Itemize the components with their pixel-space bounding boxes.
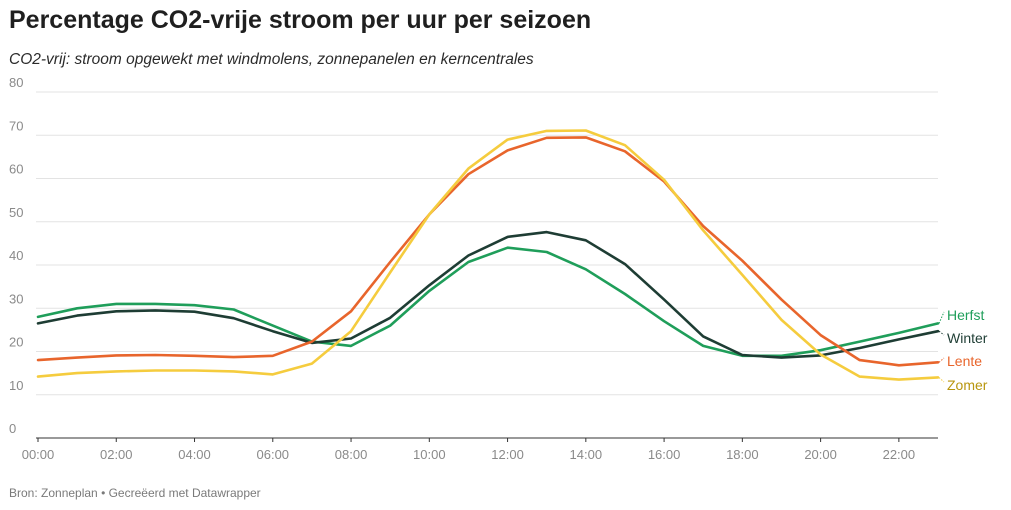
series-label-connector <box>938 357 945 363</box>
series-label-connector <box>938 330 945 336</box>
series-label-zomer: Zomer <box>947 377 988 393</box>
series-label-connector <box>938 377 945 383</box>
y-tick-label: 60 <box>9 162 23 177</box>
series-line-herfst <box>36 246 940 358</box>
x-tick-label: 06:00 <box>257 447 290 462</box>
series-line-zomer <box>36 129 940 381</box>
x-tick-label: 18:00 <box>726 447 759 462</box>
series-label-herfst: Herfst <box>947 307 984 323</box>
x-tick-label: 22:00 <box>883 447 916 462</box>
y-tick-label: 80 <box>9 75 23 90</box>
x-tick-label: 02:00 <box>100 447 133 462</box>
series-label-winter: Winter <box>947 330 988 346</box>
x-tick-label: 16:00 <box>648 447 681 462</box>
x-tick-label: 08:00 <box>335 447 368 462</box>
x-tick-label: 00:00 <box>22 447 55 462</box>
y-tick-label: 50 <box>9 205 23 220</box>
x-tick-label: 04:00 <box>178 447 211 462</box>
y-tick-label: 70 <box>9 118 23 133</box>
chart-source-note: Bron: Zonneplan • Gecreëerd met Datawrap… <box>9 486 261 500</box>
series-lines <box>36 129 940 381</box>
gridlines <box>36 91 938 439</box>
y-tick-label: 30 <box>9 291 23 306</box>
y-tick-label: 40 <box>9 248 23 263</box>
x-tick-label: 10:00 <box>413 447 446 462</box>
x-tick-label: 12:00 <box>491 447 524 462</box>
y-axis-ticks: 0 10 20 30 40 50 60 70 80 <box>9 75 23 436</box>
y-tick-label: 20 <box>9 335 23 350</box>
x-axis-ticks: 00:00 02:00 04:00 06:00 08:00 10:00 12:00 14:00… <box>22 438 915 462</box>
x-tick-label: 20:00 <box>804 447 837 462</box>
series-labels: Herfst Winter Lente Zomer <box>938 307 988 393</box>
series-line-lente <box>36 136 940 367</box>
x-tick-label: 14:00 <box>570 447 603 462</box>
series-line-winter <box>36 230 940 359</box>
series-label-lente: Lente <box>947 353 982 369</box>
chart-subtitle: CO2-vrij: stroom opgewekt met windmolens… <box>9 51 534 68</box>
y-tick-label: 10 <box>9 378 23 393</box>
series-label-connector <box>938 311 945 324</box>
chart-title: Percentage CO2-vrije stroom per uur per … <box>9 6 592 34</box>
y-tick-label: 0 <box>9 421 16 436</box>
